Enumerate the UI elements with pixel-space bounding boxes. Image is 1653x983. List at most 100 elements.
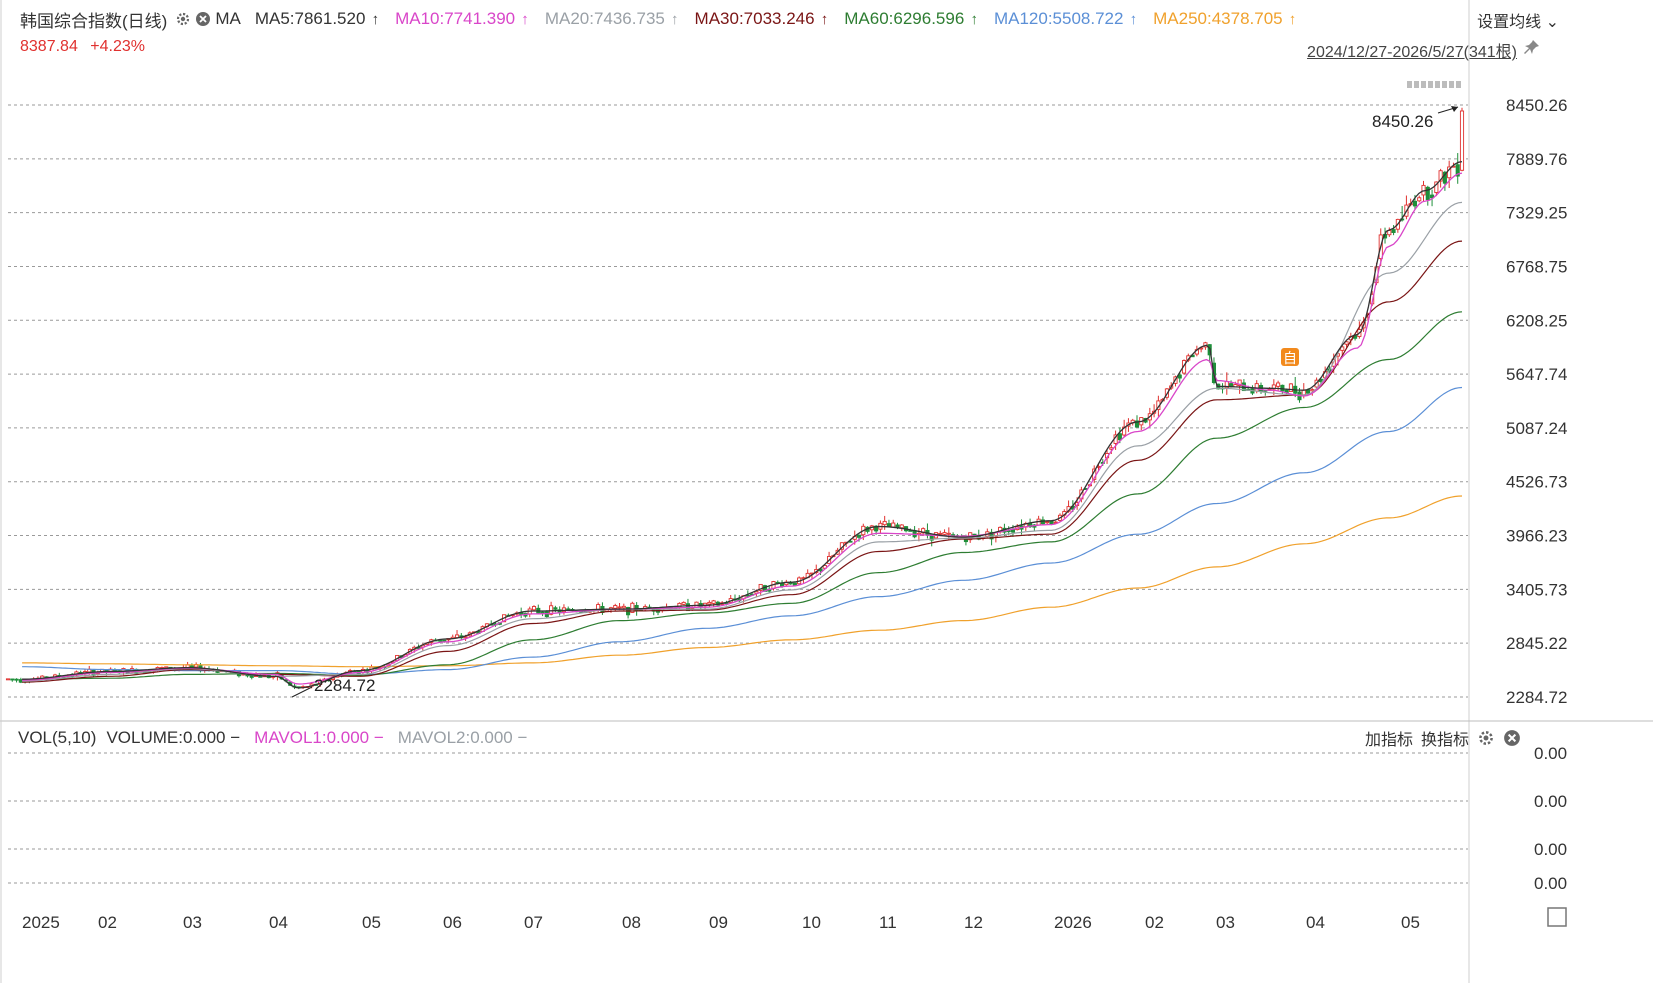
chart-title: 韩国综合指数(日线) xyxy=(20,11,168,31)
candle-body xyxy=(553,607,558,610)
candle-body xyxy=(938,532,943,535)
candle-body xyxy=(1134,420,1140,428)
candle-body xyxy=(531,606,537,611)
date-range[interactable]: 2024/12/27-2026/5/27(341根) xyxy=(1307,44,1517,61)
x-tick-label: 03 xyxy=(1216,913,1235,932)
ma-line-ma10 xyxy=(22,172,1463,685)
ma-line-ma30 xyxy=(22,240,1463,683)
candle-body xyxy=(856,534,862,538)
x-tick-label: 10 xyxy=(802,913,821,932)
volume-value-0: VOLUME:0.000 − xyxy=(106,728,241,747)
volume-tick-label: 0.00 xyxy=(1534,792,1567,811)
candle-body xyxy=(540,611,545,614)
x-tick-label: 03 xyxy=(183,913,202,932)
candle-body xyxy=(249,674,254,678)
candle-body xyxy=(1310,389,1315,392)
switch-indicator-button[interactable]: 换指标 xyxy=(1420,732,1469,749)
candle-body xyxy=(1438,170,1443,182)
x-tick-label: 06 xyxy=(443,913,462,932)
y-tick-label: 6768.75 xyxy=(1506,257,1567,276)
y-tick-label: 5647.74 xyxy=(1506,365,1567,384)
x-tick-label: 2025 xyxy=(22,913,60,932)
volume-header: VOL(5,10) VOLUME:0.000 − MAVOL1:0.000 − MA… xyxy=(18,728,551,748)
gear-icon[interactable] xyxy=(1477,729,1495,747)
note-badge-label: 自 xyxy=(1283,350,1297,366)
x-axis: 2025 02 03 04 05 06 07 08 09 10 11 12 2026 02 03 04 05 xyxy=(22,907,1567,932)
y-tick-label: 2284.72 xyxy=(1506,688,1567,707)
volume-tick-label: 0.00 xyxy=(1534,840,1567,859)
candle-body xyxy=(694,601,699,608)
candle-body xyxy=(745,594,750,597)
candle-body xyxy=(1430,194,1435,199)
x-tick-label: 05 xyxy=(362,913,381,932)
expand-icon xyxy=(1547,907,1567,927)
candle-body xyxy=(758,583,763,591)
x-tick-label: 04 xyxy=(269,913,288,932)
volume-value-2: MAVOL2:0.000 − xyxy=(397,728,528,747)
candle-body xyxy=(921,528,926,534)
overflow-marker xyxy=(1449,81,1454,88)
candle-body xyxy=(681,601,686,605)
candle-body xyxy=(621,605,626,609)
candle-body xyxy=(891,522,896,528)
candle-body xyxy=(1181,360,1187,374)
candle-body xyxy=(1442,171,1447,184)
y-tick-label: 3405.73 xyxy=(1506,580,1567,599)
up-arrow-icon: ↑ xyxy=(367,11,380,28)
candle-body xyxy=(596,604,601,610)
y-tick-label: 5087.24 xyxy=(1506,419,1567,438)
candle-body xyxy=(942,532,947,535)
overflow-marker xyxy=(1414,81,1419,88)
up-arrow-icon: ↑ xyxy=(666,11,679,28)
candle-body xyxy=(1280,384,1285,392)
ma-settings-button[interactable]: 设置均线 ⌄ xyxy=(1477,14,1559,31)
candle-body xyxy=(1117,433,1122,441)
volume-tick-label: 0.00 xyxy=(1534,744,1567,763)
indicator-header: 韩国综合指数(日线) MA MA5:7861.520 ↑ MA10:7741.39… xyxy=(20,6,1316,32)
x-tick-label: 04 xyxy=(1306,913,1325,932)
candle-body xyxy=(899,524,904,529)
volume-y-axis: 0.00 0.00 0.00 0.00 xyxy=(1534,744,1567,893)
annotations: 8450.26 2284.72 自 xyxy=(291,81,1461,698)
candle-body xyxy=(1288,383,1293,392)
overflow-marker xyxy=(1442,81,1447,88)
gear-icon[interactable] xyxy=(175,11,191,27)
arrow-head-icon xyxy=(1451,106,1458,112)
x-tick-label: 02 xyxy=(98,913,117,932)
volume-label: VOL(5,10) xyxy=(18,728,97,747)
candle-body xyxy=(463,636,468,639)
pin-icon[interactable] xyxy=(1523,38,1541,56)
x-tick-label: 12 xyxy=(964,913,983,932)
y-axis: 8450.26 7889.76 7329.25 6768.75 6208.25 5647.… xyxy=(1506,96,1567,707)
x-tick-label: 05 xyxy=(1401,913,1420,932)
volume-tick-label: 0.00 xyxy=(1534,874,1567,893)
candle-body xyxy=(14,678,19,681)
y-tick-label: 3966.23 xyxy=(1506,527,1567,546)
candle-body xyxy=(1447,166,1452,179)
ma-value-6: MA250:4378.705 ↑ xyxy=(1153,9,1297,28)
y-tick-label: 2845.22 xyxy=(1506,634,1567,653)
candle-body xyxy=(549,605,554,615)
close-icon[interactable] xyxy=(1503,729,1521,747)
volume-value-1: MAVOL1:0.000 − xyxy=(254,728,384,747)
y-tick-label: 7329.25 xyxy=(1506,204,1567,223)
ma-value-5: MA120:5508.722 ↑ xyxy=(993,9,1138,28)
overflow-marker xyxy=(1421,81,1426,88)
up-arrow-icon: ↑ xyxy=(1125,11,1138,28)
ma-value-2: MA20:7436.735 ↑ xyxy=(544,9,679,28)
price-row: 8387.84 +4.23% xyxy=(20,38,153,56)
candle-body xyxy=(1455,164,1460,177)
overflow-marker xyxy=(1435,81,1440,88)
note-badge xyxy=(1281,348,1299,366)
close-icon[interactable] xyxy=(195,11,211,27)
up-arrow-icon: ↑ xyxy=(1284,11,1297,28)
y-tick-label: 8450.26 xyxy=(1506,96,1567,115)
candle-body xyxy=(1391,229,1396,233)
candle-body xyxy=(1045,521,1050,524)
candle-body xyxy=(946,532,951,535)
add-indicator-button[interactable]: 加指标 xyxy=(1364,732,1413,749)
low-label: 2284.72 xyxy=(314,676,375,695)
x-tick-label: 09 xyxy=(709,913,728,932)
